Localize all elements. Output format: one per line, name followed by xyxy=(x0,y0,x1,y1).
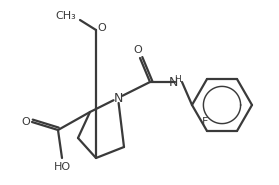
Text: HO: HO xyxy=(54,162,71,172)
Text: F: F xyxy=(202,117,208,127)
Text: O: O xyxy=(134,45,142,55)
Text: N: N xyxy=(113,92,123,105)
Text: O: O xyxy=(22,117,30,127)
Text: O: O xyxy=(98,23,106,33)
Text: N: N xyxy=(168,75,178,88)
Text: H: H xyxy=(175,75,181,83)
Text: CH₃: CH₃ xyxy=(56,11,76,21)
